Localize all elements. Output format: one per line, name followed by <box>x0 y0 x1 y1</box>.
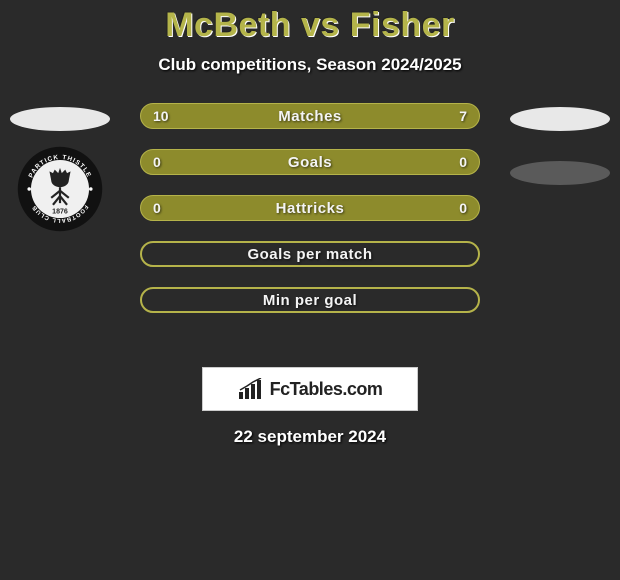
footer-date: 22 september 2024 <box>0 427 620 447</box>
stat-right-value: 0 <box>459 154 467 170</box>
stat-row-goals-per-match: Goals per match <box>140 241 480 267</box>
comparison-area: PARTICK THISTLE FOOTBALL CLUB 1876 10 Ma… <box>0 103 620 353</box>
stat-row-matches: 10 Matches 7 <box>140 103 480 129</box>
stat-bars: 10 Matches 7 0 Goals 0 0 Hattricks 0 Goa… <box>140 103 480 313</box>
bar-chart-icon <box>238 378 264 400</box>
right-player-ellipse-1 <box>510 107 610 131</box>
left-player-col: PARTICK THISTLE FOOTBALL CLUB 1876 <box>0 103 120 233</box>
stat-left-value: 0 <box>153 154 161 170</box>
stat-label: Matches <box>278 108 342 125</box>
stat-left-value: 0 <box>153 200 161 216</box>
left-player-ellipse <box>10 107 110 131</box>
left-club-badge: PARTICK THISTLE FOOTBALL CLUB 1876 <box>16 145 104 233</box>
brand-box[interactable]: FcTables.com <box>202 367 418 411</box>
stat-row-hattricks: 0 Hattricks 0 <box>140 195 480 221</box>
stat-left-value: 10 <box>153 108 169 124</box>
badge-year: 1876 <box>52 209 68 216</box>
stat-label: Min per goal <box>263 292 357 309</box>
stat-row-goals: 0 Goals 0 <box>140 149 480 175</box>
page-subtitle: Club competitions, Season 2024/2025 <box>0 55 620 75</box>
brand-text: FcTables.com <box>270 379 383 400</box>
page-title: McBeth vs Fisher <box>0 0 620 45</box>
stat-right-value: 0 <box>459 200 467 216</box>
stat-row-min-per-goal: Min per goal <box>140 287 480 313</box>
right-player-col <box>500 103 620 185</box>
stat-label: Goals <box>288 154 332 171</box>
right-player-ellipse-2 <box>510 161 610 185</box>
stat-right-value: 7 <box>459 108 467 124</box>
stat-label: Goals per match <box>247 246 372 263</box>
stat-label: Hattricks <box>276 200 345 217</box>
